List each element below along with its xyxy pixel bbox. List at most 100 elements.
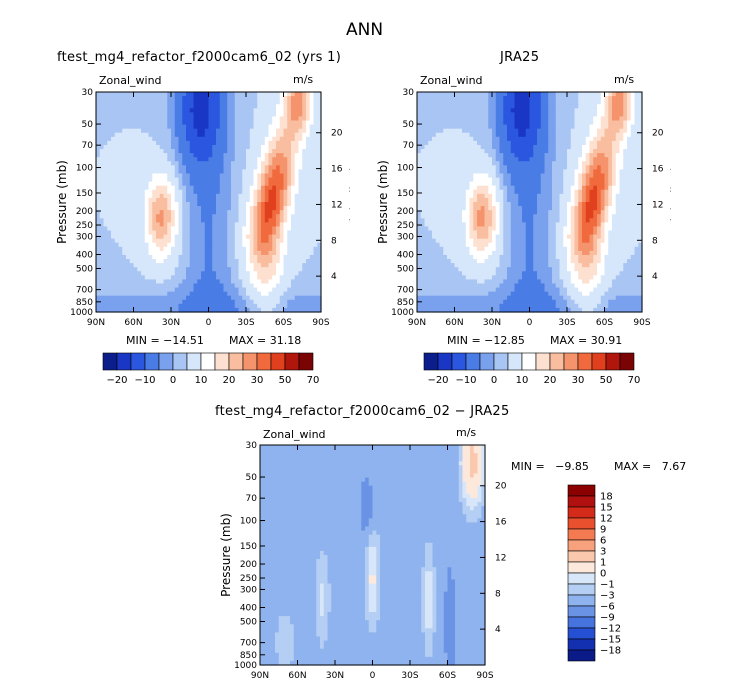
contour-cell [163, 279, 168, 285]
contour-cell [159, 214, 165, 219]
contour-cell [488, 140, 493, 146]
contour-cell [111, 287, 116, 293]
contour-cell [555, 144, 561, 150]
contour-cell [450, 161, 456, 166]
contour-cell [488, 165, 493, 170]
contour-cell [144, 169, 150, 175]
contour-cell [152, 210, 157, 215]
contour-cell [261, 279, 266, 285]
contour-cell [309, 169, 315, 175]
contour-cell [268, 295, 273, 301]
contour-cell [268, 246, 273, 252]
contour-cell [167, 259, 172, 264]
contour-cell [439, 165, 444, 170]
contour-cell [118, 242, 123, 248]
contour-cell [234, 189, 240, 195]
contour-cell [283, 92, 288, 97]
contour-cell [204, 234, 210, 240]
colorbar-label: 50 [279, 375, 292, 386]
contour-cell [480, 193, 486, 199]
contour-cell [231, 206, 236, 211]
contour-cell [261, 92, 266, 97]
contour-cell [574, 197, 579, 203]
contour-cell [570, 202, 576, 207]
contour-cell [186, 144, 191, 150]
contour-cell [570, 128, 576, 134]
contour-cell [540, 149, 546, 154]
contour-cell [574, 169, 579, 175]
contour-cell [574, 120, 579, 126]
contour-cell [107, 250, 112, 256]
contour-cell [163, 177, 168, 183]
contour-cell [99, 299, 105, 305]
contour-cell [589, 169, 594, 175]
contour-cell [167, 214, 172, 219]
contour-cell [227, 254, 232, 260]
contour-cell [503, 112, 508, 118]
contour-cell [159, 307, 165, 313]
contour-cell [454, 161, 459, 166]
contour-cell [559, 189, 564, 195]
contour-cell [141, 112, 146, 118]
contour-cell [223, 259, 228, 264]
contour-cell [559, 112, 564, 118]
contour-cell [99, 132, 105, 138]
contour-cell [291, 193, 296, 199]
contour-cell [279, 303, 285, 309]
contour-cell [174, 242, 180, 248]
contour-cell [540, 136, 546, 142]
contour-cell [439, 116, 444, 122]
contour-cell [174, 153, 180, 158]
contour-cell [533, 140, 538, 146]
contour-cell [107, 136, 112, 142]
contour-cell [492, 157, 497, 162]
contour-cell [208, 271, 213, 276]
contour-cell [612, 92, 617, 97]
contour-cell [189, 210, 195, 215]
contour-cell [167, 124, 172, 130]
contour-cell [268, 112, 273, 118]
contour-cell [257, 96, 262, 101]
contour-cell [186, 279, 191, 285]
contour-cell [253, 202, 258, 207]
contour-cell [287, 193, 292, 199]
contour-cell [156, 140, 161, 146]
contour-cell [227, 120, 232, 126]
contour-cell [122, 104, 127, 109]
contour-cell [522, 157, 527, 162]
contour-cell [231, 230, 236, 236]
contour-cell [159, 104, 165, 109]
contour-cell [582, 136, 587, 142]
contour-cell [246, 202, 251, 207]
contour-cell [96, 275, 101, 280]
contour-cell [159, 128, 165, 134]
contour-cell [246, 108, 251, 113]
contour-cell [559, 144, 564, 150]
contour-cell [435, 197, 441, 203]
contour-cell [627, 104, 632, 109]
contour-cell [178, 263, 183, 268]
contour-cell [447, 92, 452, 97]
contour-cell [510, 140, 516, 146]
contour-cell [480, 92, 486, 97]
contour-cell [167, 140, 172, 146]
contour-cell [604, 149, 609, 154]
contour-cell [99, 234, 105, 240]
contour-cell [118, 185, 123, 191]
contour-cell [103, 185, 108, 191]
contour-cell [234, 218, 240, 223]
contour-cell [507, 149, 512, 154]
contour-cell [272, 299, 277, 305]
contour-cell [417, 96, 422, 101]
contour-cell [107, 206, 112, 211]
contour-cell [171, 267, 176, 272]
contour-cell [313, 295, 318, 301]
contour-cell [615, 173, 621, 179]
contour-cell [159, 157, 165, 162]
contour-cell [623, 149, 628, 154]
contour-cell [264, 226, 270, 232]
contour-cell [118, 206, 123, 211]
contour-cell [133, 295, 138, 301]
contour-cell [227, 275, 232, 280]
colorbar-box [242, 352, 258, 371]
